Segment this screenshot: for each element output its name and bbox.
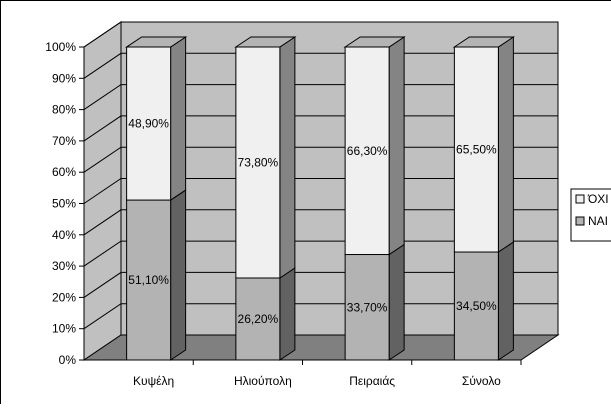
bar-segment <box>235 46 281 279</box>
y-tick-label: 60% <box>52 165 76 179</box>
bar-segment <box>235 277 281 361</box>
y-tick-label: 0% <box>59 353 77 367</box>
bar-top <box>343 36 406 48</box>
bar-side-ΌΧΙ <box>170 36 187 201</box>
data-label: 65,50% <box>456 143 497 157</box>
y-tick-label: 100% <box>45 40 76 54</box>
data-label: 73,80% <box>238 155 279 169</box>
category-label: Κυψέλη <box>133 374 174 388</box>
legend-swatch <box>575 216 585 226</box>
data-label: 33,70% <box>347 300 388 314</box>
gridline <box>83 52 558 79</box>
data-label: 48,90% <box>128 117 169 131</box>
gridline <box>83 115 558 142</box>
legend-label: ΝΑΙ <box>588 214 608 228</box>
bar-side-ΌΧΙ <box>279 36 296 279</box>
y-tick-label: 10% <box>52 322 76 336</box>
data-label: 34,50% <box>456 299 497 313</box>
bar-side-ΝΑΙ <box>279 267 296 361</box>
bar-side-ΝΑΙ <box>170 189 187 361</box>
data-labels: 51,10% 48,90% 26,20% 73,80% 33,70% 66,30% 34,5… <box>128 117 497 326</box>
gridline <box>83 271 558 298</box>
category-label: Ηλιούπολη <box>234 374 292 388</box>
data-label: 66,30% <box>347 144 388 158</box>
gridline <box>83 178 558 204</box>
bar-top <box>452 36 516 48</box>
data-label: 51,10% <box>128 273 169 287</box>
y-tick-label: 90% <box>52 71 76 85</box>
bar-segment <box>453 46 499 253</box>
category-labels: Κυψέλη Ηλιούπολη Πειραιάς Σύνολο <box>133 374 501 388</box>
gridlines <box>83 21 558 330</box>
gridline <box>83 209 558 236</box>
gridline <box>83 146 558 173</box>
bar-segment <box>126 46 172 201</box>
bar-side-ΌΧΙ <box>497 36 514 253</box>
bar-side-ΌΧΙ <box>388 36 405 256</box>
y-tick-label: 70% <box>52 134 76 148</box>
bar-segment <box>344 46 390 256</box>
category-label: Πειραιάς <box>349 374 395 388</box>
bar-side-ΝΑΙ <box>388 243 405 361</box>
y-tick-label: 50% <box>52 197 76 211</box>
gridline <box>83 303 558 330</box>
gridline <box>83 21 558 48</box>
y-axis <box>79 46 522 365</box>
bar-segment <box>453 251 499 361</box>
legend-swatch <box>575 194 585 204</box>
gridline <box>83 240 558 267</box>
legend: ΌΧΙ ΝΑΙ <box>570 188 611 242</box>
y-tick-labels: 0% 10% 20% 30% 40% 50% 60% 70% 80% 90% 100% <box>45 40 76 367</box>
bar-side-ΝΑΙ <box>497 241 514 361</box>
data-label: 26,20% <box>238 312 279 326</box>
y-tick-label: 20% <box>52 290 76 304</box>
legend-label: ΌΧΙ <box>587 192 609 206</box>
bar-top <box>124 36 188 48</box>
bar-top <box>234 36 297 48</box>
y-tick-label: 80% <box>52 103 76 117</box>
category-label: Σύνολο <box>462 374 501 388</box>
gridline <box>83 84 558 111</box>
bar-segment <box>126 199 172 361</box>
y-tick-label: 30% <box>52 259 76 273</box>
bar-segment <box>344 254 390 361</box>
y-tick-label: 40% <box>52 228 76 242</box>
bars <box>124 36 516 361</box>
